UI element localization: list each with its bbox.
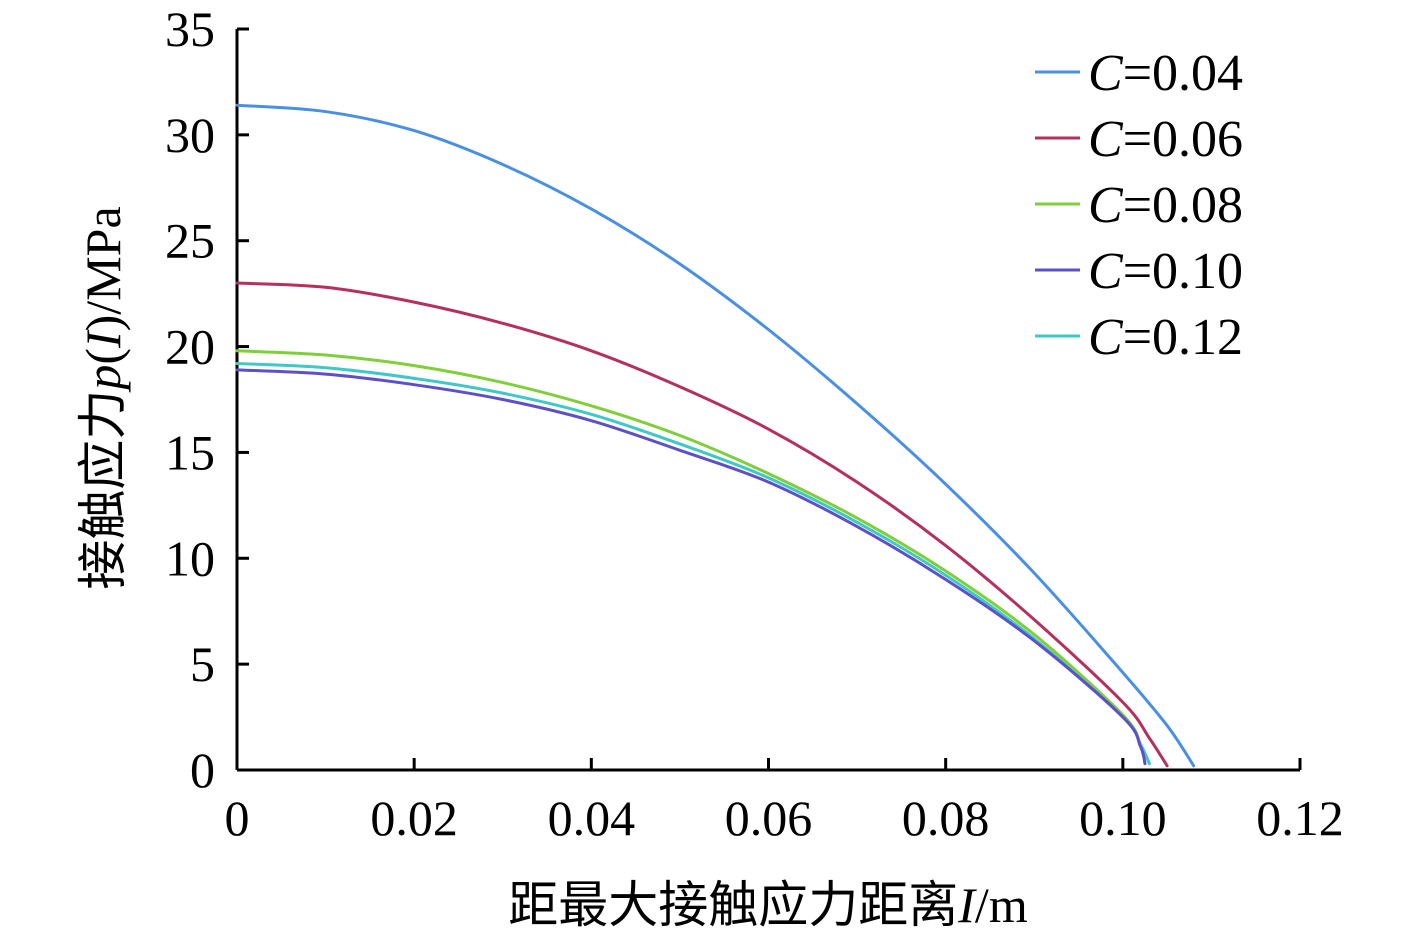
legend-label-value: =0.12 [1123,309,1243,366]
y-tick-label: 20 [165,319,215,375]
x-axis-title-prefix: 距最大接触应力距离 [508,877,958,933]
y-ticks: 0 5 10 15 20 25 30 35 [165,1,249,798]
legend-label-var: C [1088,243,1124,300]
legend-label-4: C=0.12 [1088,309,1243,366]
legend-label-1: C=0.06 [1088,111,1243,168]
x-tick-label: 0.06 [725,790,813,846]
x-tick-label: 0.08 [902,790,990,846]
y-tick-label: 5 [190,636,215,692]
y-axis-title-var: p [75,365,131,393]
y-tick-label: 30 [165,107,215,163]
legend-label-2: C=0.08 [1088,177,1243,234]
legend-label-0: C=0.04 [1088,45,1243,102]
series-line-2 [235,349,1151,766]
x-tick-label: 0.12 [1256,790,1344,846]
legend-label-value: =0.08 [1123,177,1243,234]
legend-label-var: C [1088,309,1124,366]
y-tick-label: 15 [165,424,215,480]
x-ticks: 0 0.02 0.04 0.06 0.08 0.10 0.12 [225,758,1344,846]
legend-label-var: C [1088,45,1124,102]
y-axis-title-paren-close: ) [75,315,131,332]
x-tick-label: 0 [225,790,250,846]
series-line-0 [235,103,1196,768]
legend-label-3: C=0.10 [1088,243,1243,300]
x-tick-label: 0.10 [1079,790,1167,846]
legend-label-value: =0.10 [1123,243,1243,300]
x-axis-title-suffix: /m [975,877,1028,933]
series-line-4 [235,362,1151,766]
y-axis-title-paren-open: ( [75,348,131,365]
x-axis-title-var: I [957,877,977,933]
series-line-3 [235,368,1147,766]
x-axis-title: 距最大接触应力距离I/m [508,877,1028,933]
legend-label-value: =0.04 [1123,45,1243,102]
x-tick-label: 0.02 [370,790,458,846]
y-axis-title-prefix: 接触应力 [75,390,131,590]
legend-label-var: C [1088,111,1124,168]
x-tick-label: 0.04 [548,790,636,846]
y-tick-label: 0 [190,742,215,798]
legend: C=0.04C=0.06C=0.08C=0.10C=0.12 [1035,45,1243,366]
y-tick-label: 10 [165,530,215,586]
y-tick-label: 25 [165,213,215,269]
y-axis-title: 接触应力p(I)/MPa [75,206,131,589]
y-axis-title-var2: I [75,329,131,349]
series-lines [235,103,1196,768]
y-tick-label: 35 [165,1,215,57]
legend-label-value: =0.06 [1123,111,1243,168]
y-axis-title-suffix: /MPa [75,206,131,314]
legend-label-var: C [1088,177,1124,234]
series-line-1 [235,281,1169,768]
